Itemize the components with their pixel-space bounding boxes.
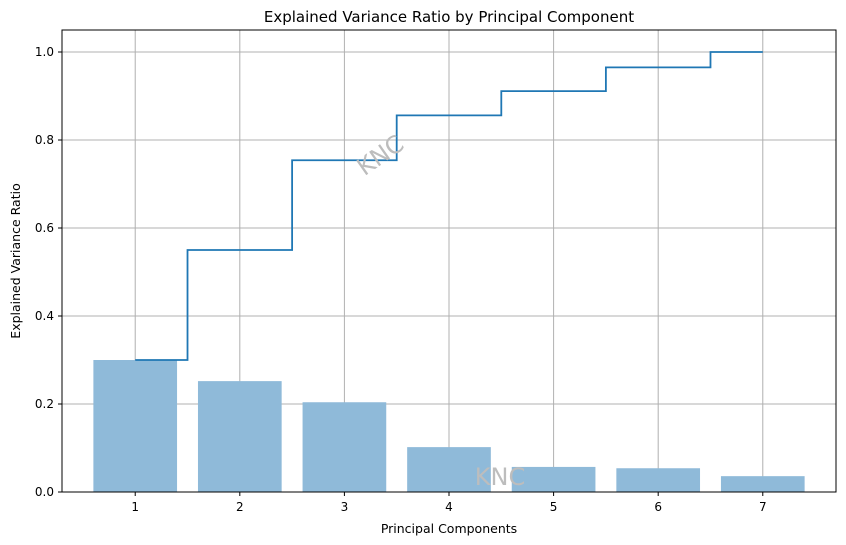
x-ticks: 1 2 3 4 5 6 7 bbox=[131, 492, 767, 514]
bar-pc-7 bbox=[720, 476, 805, 492]
bars bbox=[93, 360, 805, 492]
x-axis-label: Principal Components bbox=[381, 521, 517, 536]
x-tick-label-5: 5 bbox=[550, 500, 558, 514]
y-ticks: 0.0 0.2 0.4 0.6 0.8 1.0 bbox=[35, 45, 62, 499]
bar-pc-1 bbox=[93, 360, 178, 492]
y-tick-label-1.0: 1.0 bbox=[35, 45, 54, 59]
y-axis-label: Explained Variance Ratio bbox=[8, 183, 23, 338]
x-tick-label-4: 4 bbox=[445, 500, 453, 514]
y-tick-label-0.2: 0.2 bbox=[35, 397, 54, 411]
y-tick-label-0.8: 0.8 bbox=[35, 133, 54, 147]
x-tick-label-1: 1 bbox=[131, 500, 139, 514]
bar-pc-6 bbox=[616, 468, 701, 492]
cumulative-step-line bbox=[135, 51, 763, 361]
bar-pc-3 bbox=[302, 402, 387, 492]
bar-pc-4 bbox=[407, 447, 491, 492]
x-tick-label-6: 6 bbox=[654, 500, 662, 514]
bar-pc-2 bbox=[197, 381, 282, 492]
y-tick-label-0.6: 0.6 bbox=[35, 221, 54, 235]
watermark-knc: KNC bbox=[475, 463, 525, 491]
cumulative-variance-path bbox=[135, 51, 763, 361]
bar-pc-5 bbox=[511, 466, 596, 492]
x-tick-label-7: 7 bbox=[759, 500, 767, 514]
x-tick-label-2: 2 bbox=[236, 500, 244, 514]
chart-title: Explained Variance Ratio by Principal Co… bbox=[264, 8, 634, 26]
x-tick-label-3: 3 bbox=[341, 500, 349, 514]
y-tick-label-0.4: 0.4 bbox=[35, 309, 54, 323]
y-tick-label-0.0: 0.0 bbox=[35, 485, 54, 499]
